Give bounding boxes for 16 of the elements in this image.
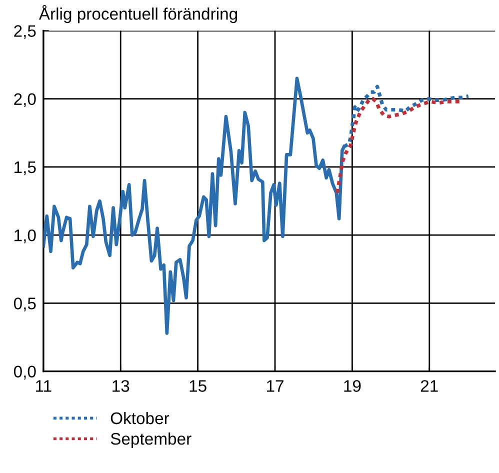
y-tick-label: 1,0	[14, 229, 36, 244]
x-tick-label: 19	[344, 380, 361, 392]
y-tick-label: 0,0	[14, 366, 36, 380]
y-tick-label: 1,5	[14, 162, 36, 176]
x-tick-label: 13	[112, 380, 130, 392]
line-series	[335, 97, 462, 195]
y-tick-label: 0,5	[14, 298, 36, 312]
y-tick-label: 2,0	[14, 93, 36, 108]
x-tick-label: 11	[36, 380, 52, 392]
y-tick-label: 2,5	[14, 25, 36, 39]
x-tick-label: 17	[267, 380, 284, 392]
x-tick-label: 21	[420, 380, 438, 392]
legend-label: Oktober	[110, 412, 170, 424]
legend-label: September	[110, 432, 192, 448]
chart-title: Årlig procentuell förändring	[38, 5, 238, 24]
x-tick-label: 15	[190, 380, 206, 392]
